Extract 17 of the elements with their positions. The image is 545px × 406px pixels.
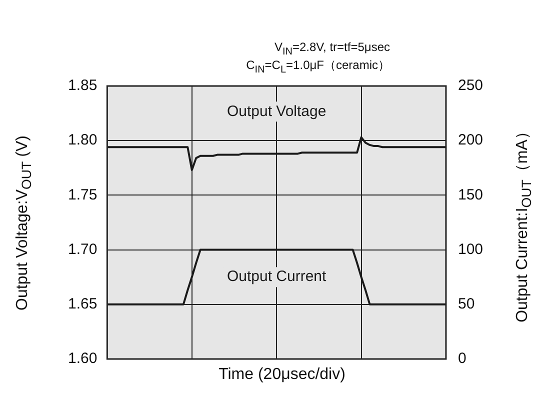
text: C$_{IN}$=C$_{L}$=1.0μF（ceramic） [246, 57, 390, 76]
x-axis-title: Time (20μsec/div) [218, 366, 346, 384]
text: V$_{IN}$=2.8V, tr=tf=5μsec [274, 40, 390, 58]
y-tick-label: 1.60 [68, 350, 98, 368]
y-tick-label: 1.65 [68, 296, 98, 313]
y-tick-label: 1.80 [68, 132, 98, 149]
series-label: Output Current [226, 268, 328, 286]
y-tick-label: 1.70 [68, 240, 98, 258]
y2-tick-label: 50 [458, 296, 475, 313]
y2-tick-label: 200 [458, 132, 484, 149]
y2-tick-label: 100 [458, 240, 484, 258]
y2-tick-label: 150 [458, 186, 484, 204]
y-tick-label: 1.75 [68, 186, 98, 204]
y2-tick-label: 0 [458, 350, 466, 368]
y-tick-label: 1.85 [68, 77, 98, 94]
text: Output Voltage [226, 102, 326, 120]
y2-tick-label: 250 [458, 77, 484, 94]
